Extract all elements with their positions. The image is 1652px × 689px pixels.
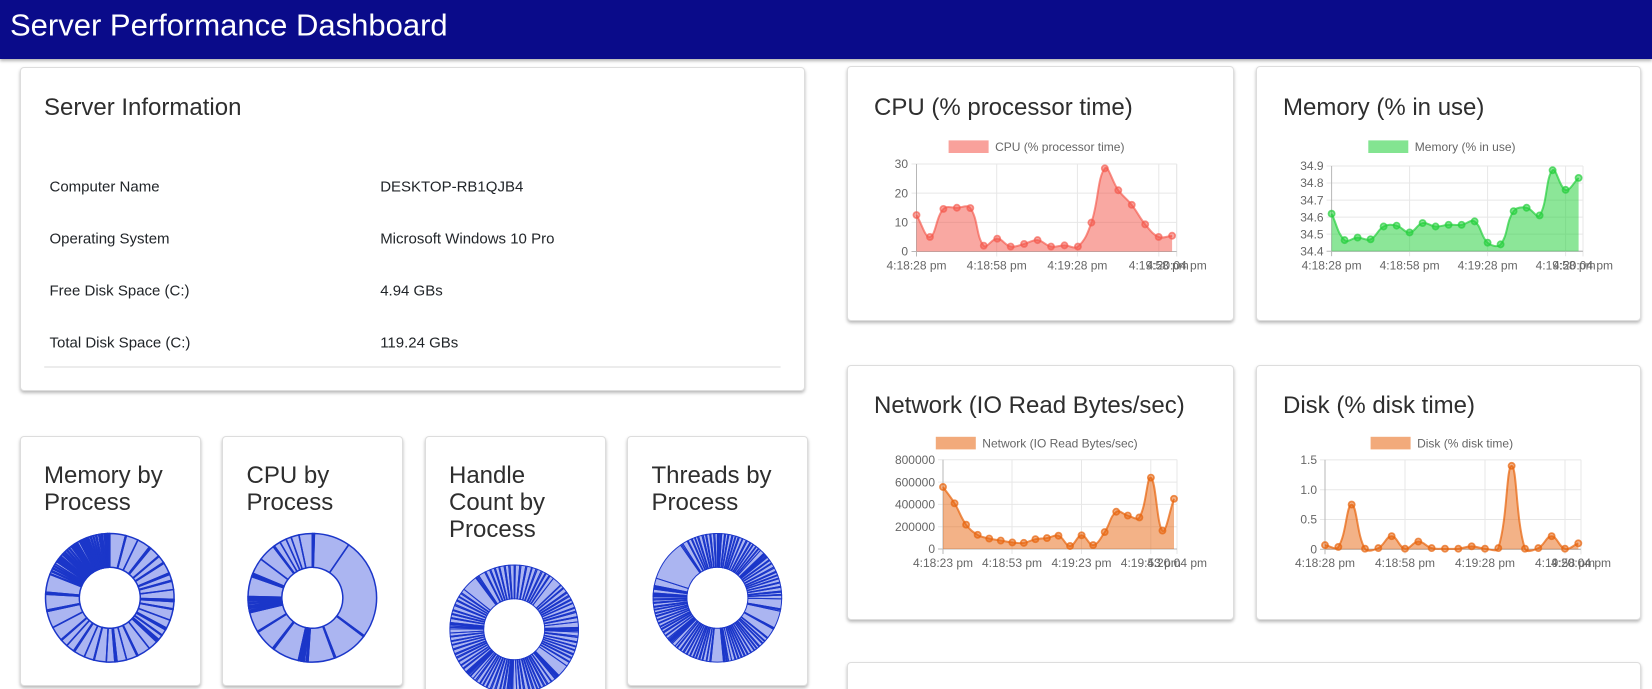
svg-text:Count by: Count by: [449, 489, 545, 516]
svg-text:Server Information: Server Information: [44, 94, 241, 121]
svg-text:Threads by: Threads by: [652, 462, 772, 489]
svg-text:Free Disk Space (C:): Free Disk Space (C:): [50, 282, 190, 299]
svg-text:34.8: 34.8: [1300, 176, 1324, 190]
svg-text:CPU (% processor time): CPU (% processor time): [995, 140, 1124, 154]
svg-text:Disk (% disk time): Disk (% disk time): [1283, 392, 1475, 419]
svg-text:34.6: 34.6: [1300, 210, 1324, 224]
svg-text:4:18:58 pm: 4:18:58 pm: [1375, 556, 1435, 570]
svg-text:4:19:53 pm: 4:19:53 pm: [1121, 556, 1181, 570]
svg-text:600000: 600000: [895, 475, 935, 489]
svg-text:4:20:04 pm: 4:20:04 pm: [1147, 259, 1207, 273]
svg-text:4:19:28 pm: 4:19:28 pm: [1455, 556, 1515, 570]
svg-text:Memory (% in use): Memory (% in use): [1415, 140, 1516, 154]
svg-text:400000: 400000: [895, 498, 935, 512]
svg-text:4:20:04 pm: 4:20:04 pm: [1551, 556, 1611, 570]
svg-text:CPU (% processor time): CPU (% processor time): [874, 94, 1133, 121]
svg-text:Process: Process: [247, 489, 334, 516]
svg-text:10: 10: [895, 216, 909, 230]
svg-text:0.5: 0.5: [1300, 513, 1317, 527]
svg-text:119.24 GBs: 119.24 GBs: [380, 334, 458, 351]
svg-text:4:18:28 pm: 4:18:28 pm: [1295, 556, 1355, 570]
svg-text:34.4: 34.4: [1300, 244, 1324, 258]
svg-text:1.0: 1.0: [1300, 483, 1317, 497]
svg-text:4:18:58 pm: 4:18:58 pm: [1380, 259, 1440, 273]
svg-text:4:18:23 pm: 4:18:23 pm: [913, 556, 973, 570]
svg-text:Memory (% in use): Memory (% in use): [1283, 94, 1484, 121]
svg-text:4:18:58 pm: 4:18:58 pm: [967, 259, 1027, 273]
svg-text:4:20:04 pm: 4:20:04 pm: [1147, 556, 1207, 570]
svg-text:4:19:58 pm: 4:19:58 pm: [1129, 259, 1189, 273]
svg-text:4:19:58 pm: 4:19:58 pm: [1535, 556, 1595, 570]
svg-text:34.5: 34.5: [1300, 227, 1324, 241]
svg-text:4:20:04 pm: 4:20:04 pm: [1553, 259, 1613, 273]
svg-text:Total Disk Space (C:): Total Disk Space (C:): [50, 334, 191, 351]
svg-text:0: 0: [901, 245, 908, 259]
svg-text:Network (IO Read Bytes/sec): Network (IO Read Bytes/sec): [982, 437, 1137, 451]
svg-text:30: 30: [895, 157, 909, 171]
svg-text:4:18:28 pm: 4:18:28 pm: [886, 259, 946, 273]
svg-text:Process: Process: [652, 489, 739, 516]
svg-text:1.5: 1.5: [1300, 453, 1317, 467]
svg-text:4:19:28 pm: 4:19:28 pm: [1047, 259, 1107, 273]
svg-text:4:18:28 pm: 4:18:28 pm: [1302, 259, 1362, 273]
svg-text:4:18:53 pm: 4:18:53 pm: [982, 556, 1042, 570]
svg-text:Computer Name: Computer Name: [50, 178, 160, 195]
svg-text:0: 0: [1310, 543, 1317, 557]
svg-text:20: 20: [895, 186, 909, 200]
svg-text:Network (IO Read Bytes/sec): Network (IO Read Bytes/sec): [874, 392, 1185, 419]
svg-text:Process: Process: [44, 489, 131, 516]
svg-text:4:19:58 pm: 4:19:58 pm: [1536, 259, 1596, 273]
svg-text:4:19:23 pm: 4:19:23 pm: [1051, 556, 1111, 570]
svg-text:800000: 800000: [895, 453, 935, 467]
svg-text:Microsoft Windows 10 Pro: Microsoft Windows 10 Pro: [380, 230, 554, 247]
svg-text:4:19:28 pm: 4:19:28 pm: [1458, 259, 1518, 273]
svg-text:Operating System: Operating System: [50, 230, 170, 247]
svg-text:Handle: Handle: [449, 462, 525, 489]
svg-text:Server Performance Dashboard: Server Performance Dashboard: [10, 8, 448, 43]
svg-text:34.9: 34.9: [1300, 159, 1324, 173]
svg-text:DESKTOP-RB1QJB4: DESKTOP-RB1QJB4: [380, 178, 523, 195]
svg-text:Memory by: Memory by: [44, 462, 163, 489]
svg-text:200000: 200000: [895, 520, 935, 534]
svg-text:CPU by: CPU by: [247, 462, 330, 489]
svg-text:4.94 GBs: 4.94 GBs: [380, 282, 443, 299]
svg-text:0: 0: [928, 542, 935, 556]
svg-text:Process: Process: [449, 516, 536, 543]
svg-text:34.7: 34.7: [1300, 193, 1324, 207]
svg-text:Disk (% disk time): Disk (% disk time): [1417, 437, 1513, 451]
